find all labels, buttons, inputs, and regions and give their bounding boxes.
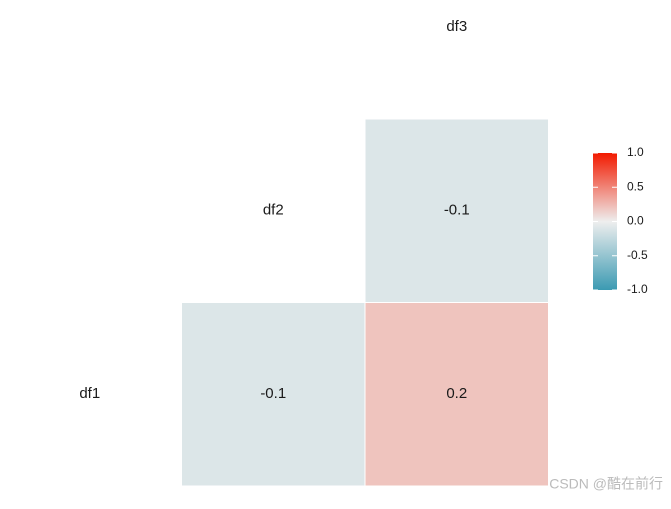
variable-label: df2	[263, 202, 284, 219]
colorbar-tick-label: 0.0	[627, 214, 644, 228]
cell-label: -0.1	[444, 202, 470, 219]
colorbar-tick-label: 1.0	[627, 145, 644, 159]
variable-label: df1	[79, 385, 100, 402]
heat-cell	[181, 302, 366, 487]
heat-cell	[364, 118, 549, 303]
watermark: CSDN @酷在前行	[549, 476, 663, 492]
variable-label: df3	[446, 18, 467, 35]
cell-label: -0.1	[260, 385, 286, 402]
colorbar-tick-label: 0.5	[627, 179, 644, 193]
colorbar-tick-label: -1.0	[627, 282, 648, 296]
heat-cell	[364, 302, 549, 487]
colorbar-tick-label: -0.5	[627, 248, 648, 262]
cell-label: 0.2	[446, 385, 467, 402]
